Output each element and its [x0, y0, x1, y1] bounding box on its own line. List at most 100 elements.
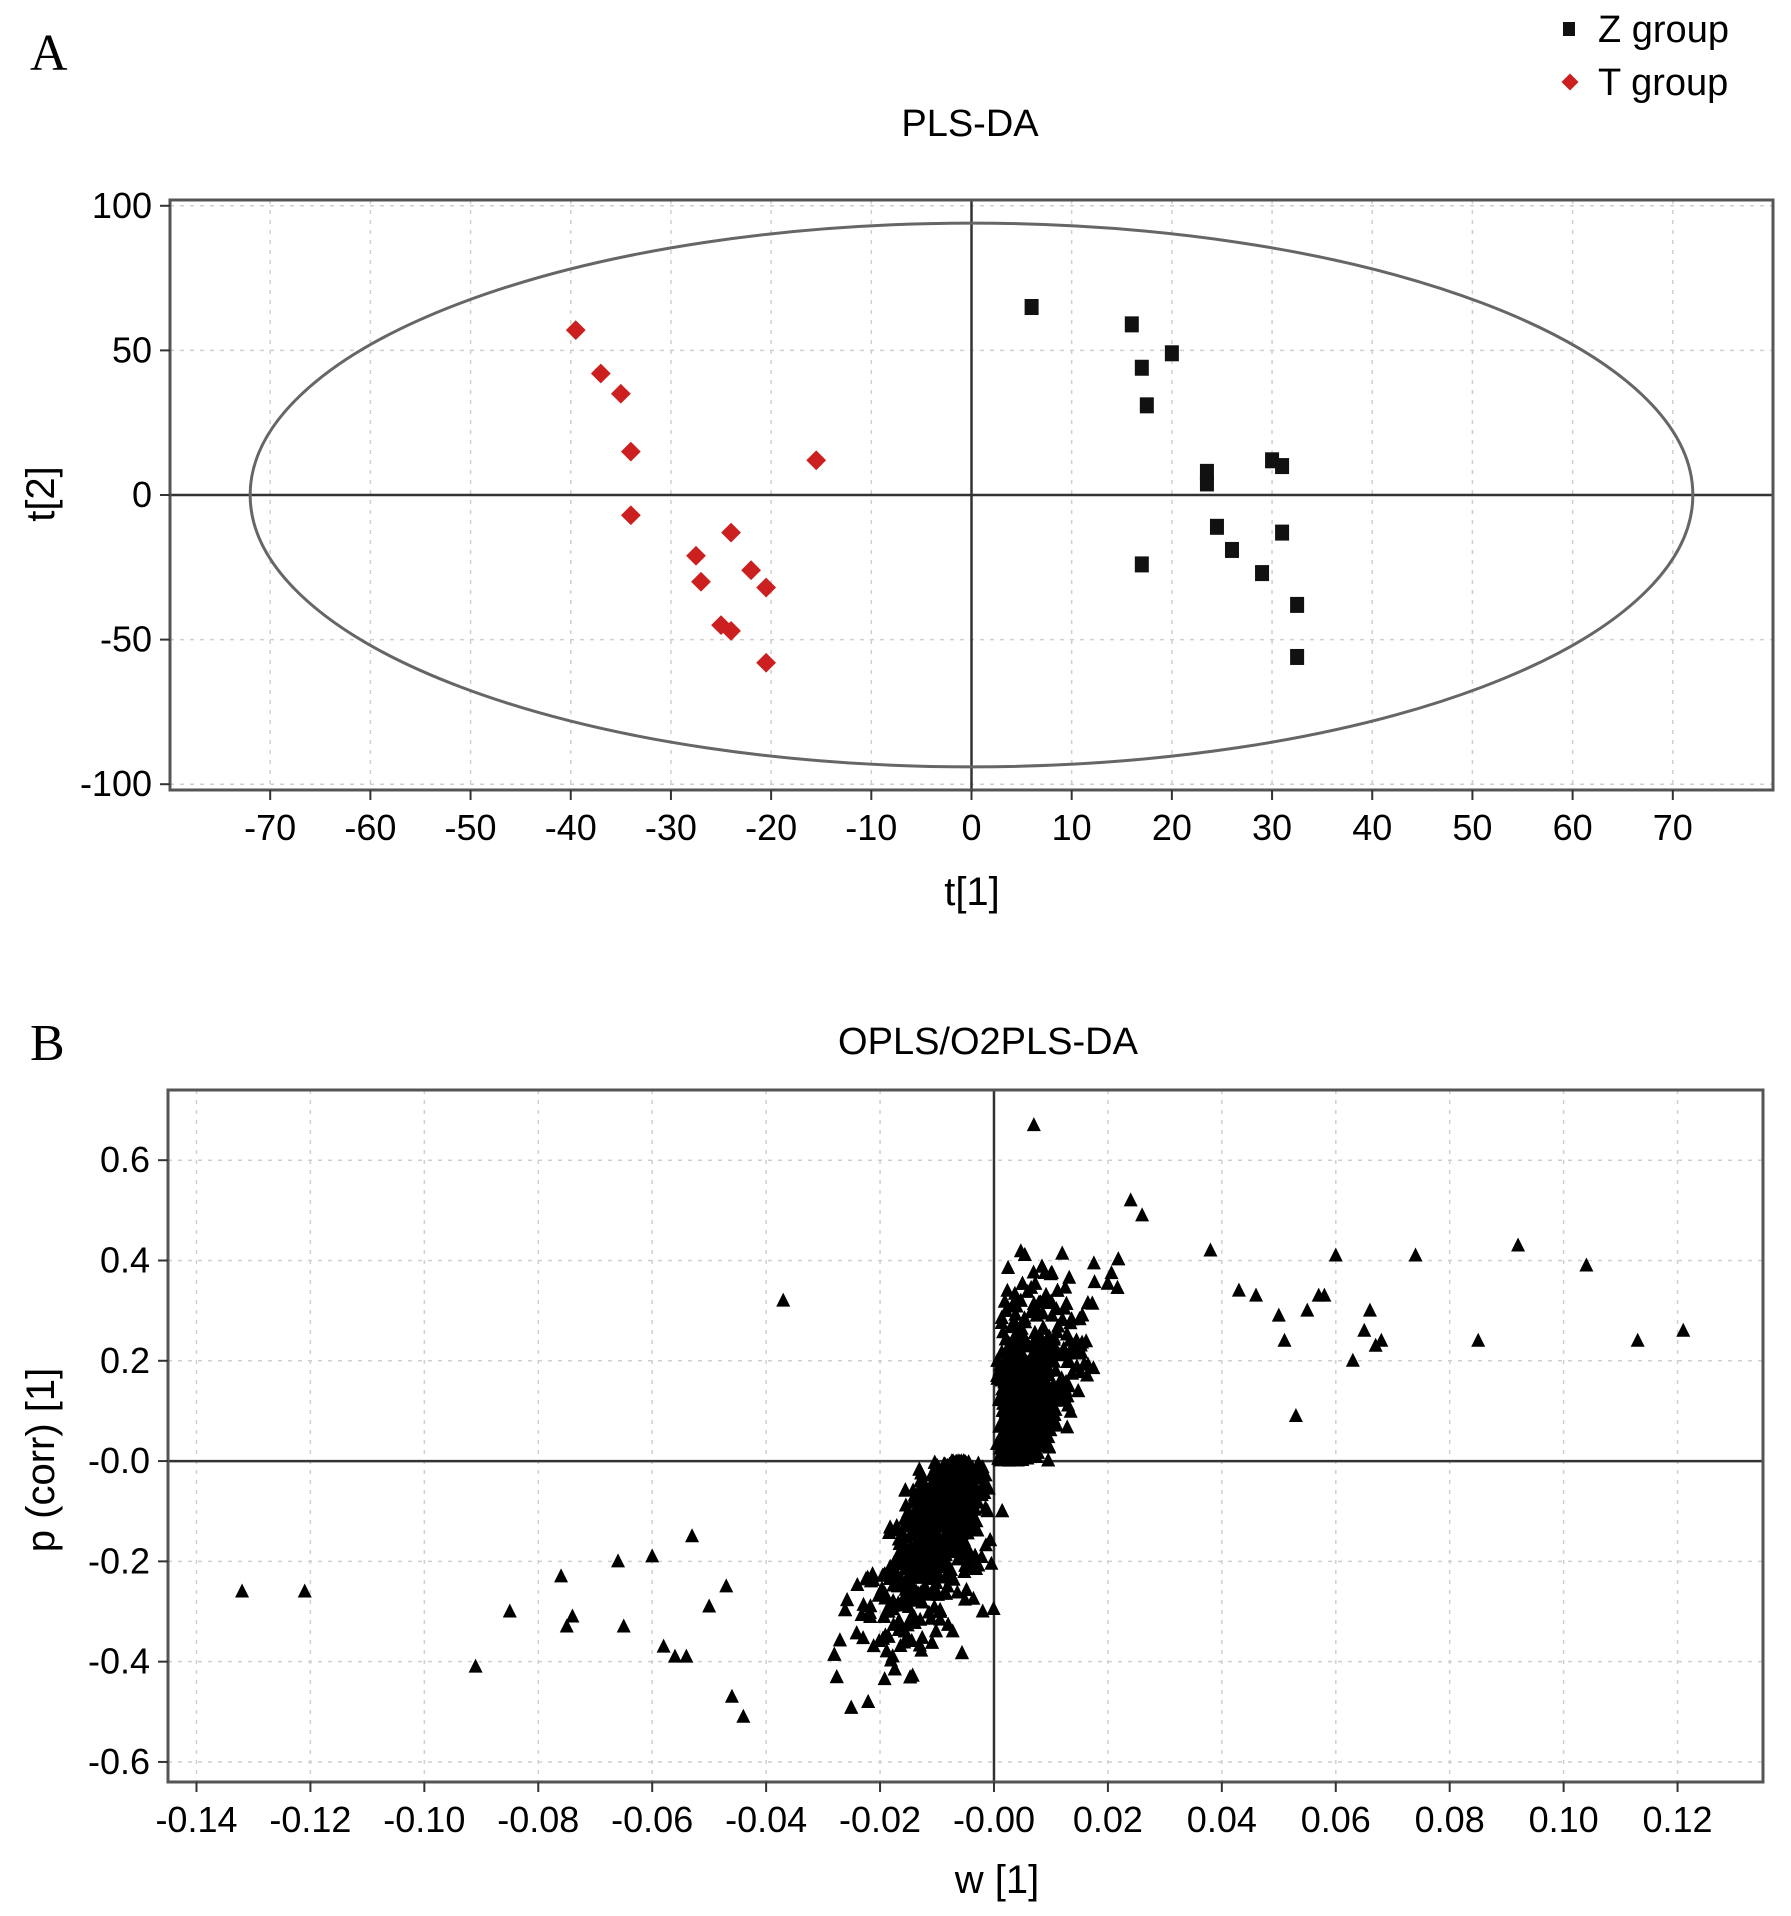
- opls-point: [1012, 1342, 1027, 1357]
- opls-point: [898, 1482, 913, 1497]
- opls-point: [1009, 1405, 1024, 1420]
- opls-outlier-point: [1231, 1282, 1246, 1297]
- opls-point: [915, 1629, 930, 1644]
- opls-outlier-point: [719, 1578, 734, 1593]
- opls-point: [1007, 1315, 1022, 1330]
- opls-outlier-point: [1249, 1287, 1264, 1302]
- opls-point: [1001, 1416, 1016, 1431]
- opls-point: [1050, 1392, 1065, 1407]
- opls-point: [920, 1507, 935, 1522]
- opls-point: [986, 1601, 1001, 1616]
- opls-outlier-point: [235, 1583, 250, 1598]
- opls-outlier-point: [1300, 1302, 1315, 1317]
- opls-point: [901, 1503, 916, 1518]
- opls-point: [1015, 1275, 1030, 1290]
- legend-z-label: Z group: [1598, 9, 1729, 51]
- opls-point: [990, 1370, 1005, 1385]
- opls-outlier-point: [297, 1583, 312, 1598]
- opls-point: [956, 1482, 971, 1497]
- opls-point: [1110, 1279, 1125, 1294]
- opls-point: [957, 1563, 972, 1578]
- pls-ytick-label: 0: [132, 474, 152, 515]
- opls-point: [1055, 1311, 1070, 1326]
- panel-a-label: A: [30, 25, 68, 82]
- opls-point: [1061, 1397, 1076, 1412]
- opls-point: [946, 1453, 961, 1468]
- opls-point: [1008, 1306, 1023, 1321]
- opls-point: [1024, 1393, 1039, 1408]
- opls-point: [940, 1578, 955, 1593]
- opls-outlier-point: [679, 1648, 694, 1663]
- pls-point-z: [1139, 397, 1154, 414]
- opls-ytick-label: 0.2: [100, 1340, 150, 1381]
- opls-point: [866, 1638, 881, 1653]
- opls-xtick-label: 0.08: [1415, 1799, 1485, 1840]
- opls-ytick-label: 0.6: [100, 1139, 150, 1180]
- pls-xtick-label: 30: [1252, 807, 1292, 848]
- opls-point: [940, 1539, 955, 1554]
- pls-point-t: [686, 545, 706, 566]
- opls-outlier-point: [776, 1292, 791, 1307]
- opls-point: [863, 1598, 878, 1613]
- opls-outlier-point: [1271, 1307, 1286, 1322]
- opls-point: [1026, 1414, 1041, 1429]
- panel-b-xlabel: w [1]: [954, 1858, 1039, 1902]
- opls-point: [925, 1634, 940, 1649]
- legend-t-marker: [1561, 73, 1579, 91]
- pls-xtick-label: 10: [1052, 807, 1092, 848]
- panel-b-title: OPLS/O2PLS-DA: [838, 1021, 1139, 1063]
- pls-ytick-label: 100: [92, 185, 152, 226]
- opls-point: [1062, 1269, 1077, 1284]
- opls-xtick-label: -0.00: [953, 1799, 1035, 1840]
- opls-outlier-point: [1374, 1332, 1389, 1347]
- pls-xtick-label: 20: [1152, 807, 1192, 848]
- opls-point: [1000, 1282, 1015, 1297]
- opls-point: [909, 1583, 924, 1598]
- opls-point: [940, 1522, 955, 1537]
- opls-point: [1050, 1282, 1065, 1297]
- pls-point-t: [721, 621, 741, 641]
- pls-point-t: [741, 560, 761, 581]
- opls-point: [977, 1484, 992, 1499]
- opls-xtick-label: 0.04: [1187, 1799, 1257, 1840]
- opls-point: [938, 1585, 953, 1600]
- opls-outlier-point: [685, 1528, 700, 1543]
- opls-xtick-label: -0.06: [611, 1799, 693, 1840]
- opls-point: [1015, 1441, 1030, 1456]
- opls-point: [968, 1547, 983, 1562]
- pls-point-z: [1275, 458, 1290, 475]
- opls-point: [1059, 1374, 1074, 1389]
- opls-point: [861, 1693, 876, 1708]
- opls-ytick-label: -0.6: [88, 1741, 150, 1782]
- opls-point: [1100, 1275, 1115, 1290]
- pls-xtick-label: -40: [545, 807, 597, 848]
- pls-point-t: [565, 320, 586, 341]
- opls-point: [897, 1510, 912, 1525]
- opls-outlier-point: [1317, 1287, 1332, 1302]
- opls-point: [1039, 1287, 1054, 1302]
- pls-point-t: [610, 383, 631, 404]
- opls-xtick-label: 0.10: [1529, 1799, 1599, 1840]
- pls-xtick-label: -70: [244, 807, 296, 848]
- opls-outlier-point: [1277, 1332, 1292, 1347]
- pls-point-z: [1164, 345, 1179, 362]
- pls-point-t: [721, 522, 741, 543]
- opls-point: [1037, 1431, 1052, 1446]
- opls-outlier-point: [1579, 1257, 1594, 1272]
- opls-outlier-point: [611, 1553, 626, 1568]
- opls-outlier-point: [1676, 1322, 1691, 1337]
- opls-frame: [166, 1088, 1765, 1784]
- opls-point: [1060, 1326, 1075, 1341]
- opls-point: [1001, 1259, 1016, 1274]
- opls-point: [1086, 1360, 1101, 1375]
- panel-b-ylabel: p (corr) [1]: [19, 1368, 63, 1552]
- opls-point: [887, 1661, 902, 1676]
- opls-point: [929, 1542, 944, 1557]
- opls-point: [916, 1498, 931, 1513]
- opls-point: [876, 1608, 891, 1623]
- opls-outlier-point: [1511, 1237, 1526, 1252]
- opls-point: [1009, 1298, 1024, 1313]
- opls-point: [916, 1473, 931, 1488]
- opls-point: [994, 1309, 1009, 1324]
- opls-point: [959, 1495, 974, 1510]
